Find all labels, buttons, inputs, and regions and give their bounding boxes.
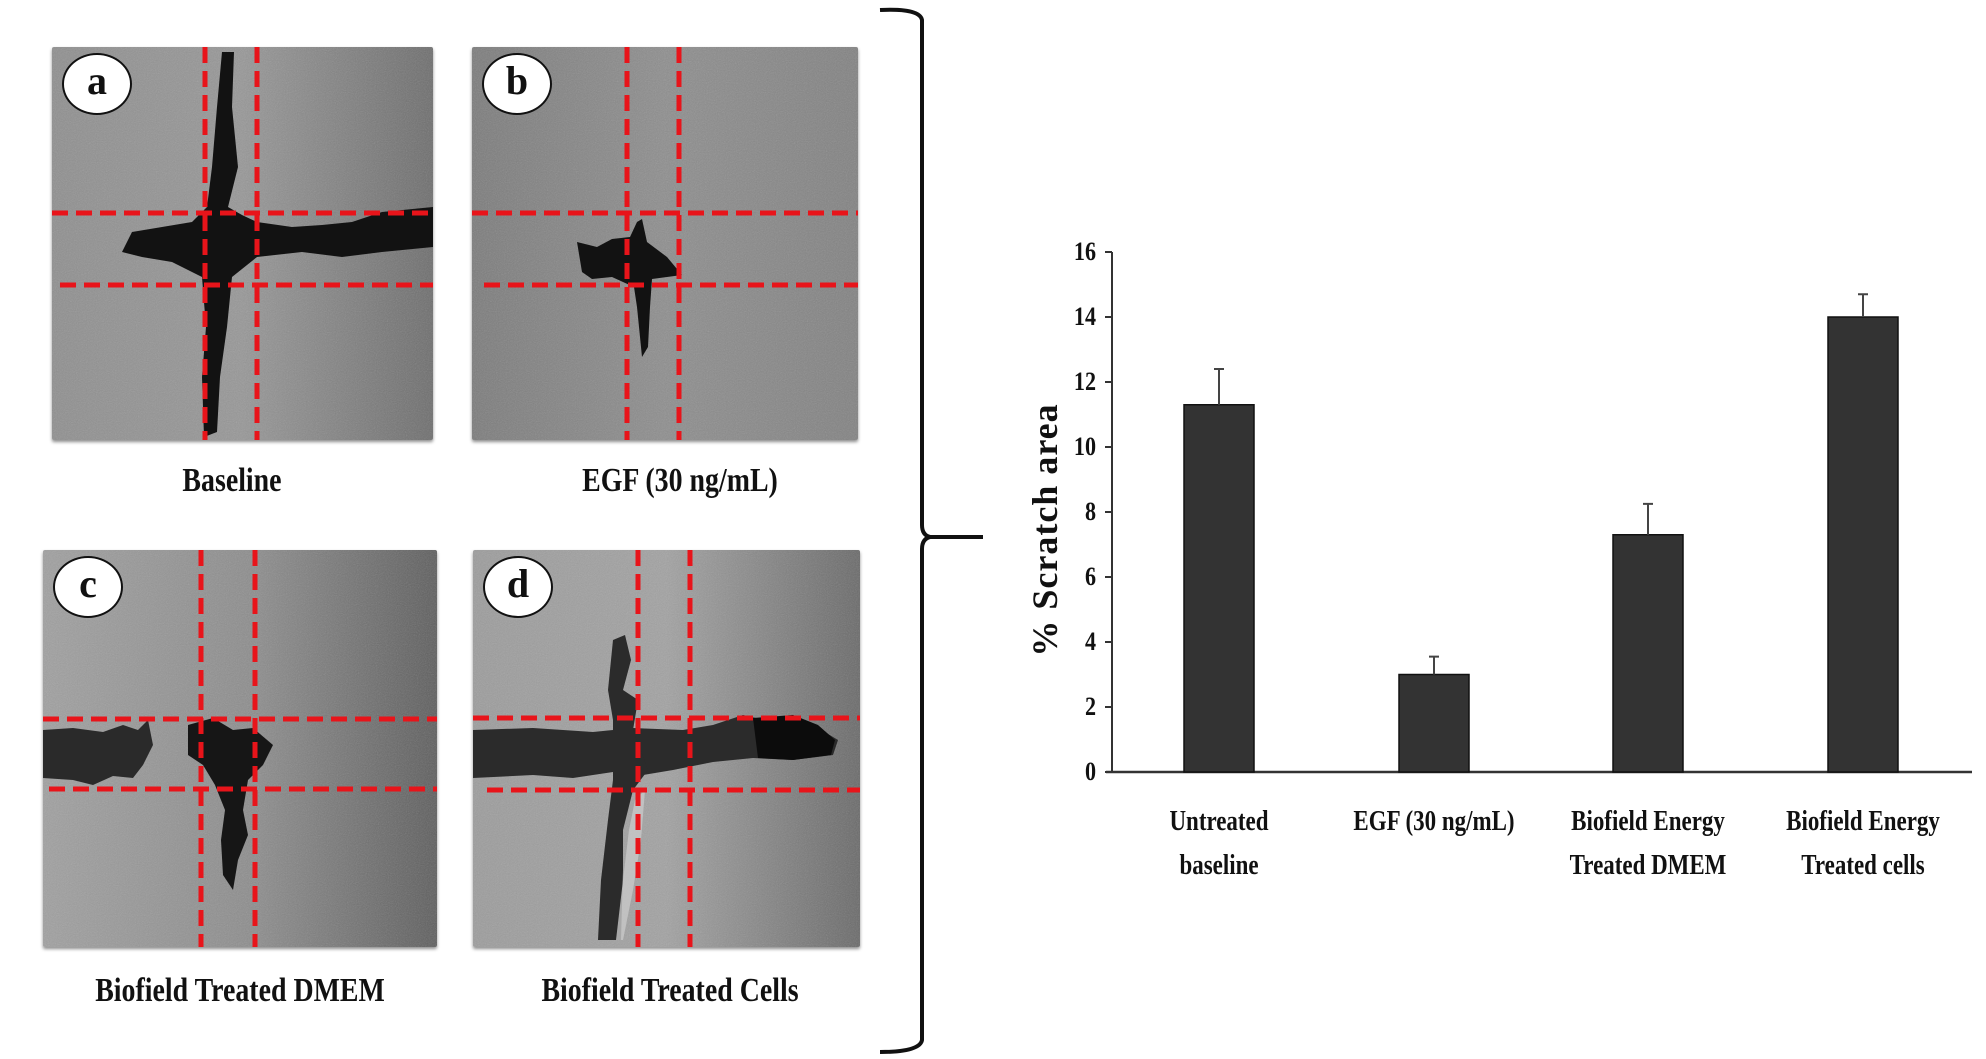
panel-letter-b: b bbox=[482, 53, 552, 115]
x-category-label: Biofield Energy Treated DMEM bbox=[1550, 800, 1747, 888]
panel-letter-c: c bbox=[53, 556, 123, 618]
panel-b-egf-image: b bbox=[472, 47, 858, 440]
bar bbox=[1183, 404, 1255, 773]
x-category-label: EGF (30 ng/mL) bbox=[1336, 800, 1533, 888]
bar bbox=[1398, 673, 1470, 773]
bar bbox=[1612, 534, 1684, 773]
panel-letter-a: a bbox=[62, 53, 132, 115]
bar bbox=[1827, 316, 1899, 773]
panel-letter-d: d bbox=[483, 556, 553, 618]
y-tick-label: 8 bbox=[1084, 497, 1096, 526]
x-category-label-line: baseline bbox=[1179, 850, 1259, 881]
micrograph-d bbox=[473, 550, 860, 947]
x-category-label-line: EGF (30 ng/mL) bbox=[1353, 806, 1515, 837]
micrograph-a bbox=[52, 47, 433, 440]
panel-c-dmem-image: c bbox=[43, 550, 437, 947]
x-category-label: Untreated baseline bbox=[1121, 800, 1318, 888]
caption-baseline: Baseline bbox=[182, 462, 282, 499]
x-category-label-line: Treated cells bbox=[1801, 850, 1925, 881]
x-category-label: Biofield Energy Treated cells bbox=[1765, 800, 1962, 888]
x-category-label-line: Treated DMEM bbox=[1569, 850, 1727, 881]
caption-egf: EGF (30 ng/mL) bbox=[582, 462, 778, 499]
panel-a-baseline-image: a bbox=[52, 47, 433, 440]
y-tick-label: 16 bbox=[1073, 237, 1096, 266]
y-tick-label: 14 bbox=[1073, 302, 1096, 331]
panel-d-cells-image: d bbox=[473, 550, 860, 947]
y-tick-label: 0 bbox=[1084, 757, 1096, 786]
x-category-label-line bbox=[1336, 844, 1533, 888]
caption-biofield-cells: Biofield Treated Cells bbox=[541, 972, 799, 1009]
y-tick-label: 6 bbox=[1084, 562, 1096, 591]
y-tick-label: 4 bbox=[1084, 627, 1096, 656]
y-tick-label: 12 bbox=[1073, 367, 1096, 396]
x-category-label-line: Untreated bbox=[1169, 806, 1269, 837]
curly-bracket-icon bbox=[879, 7, 983, 1054]
y-tick-label: 10 bbox=[1073, 432, 1096, 461]
micrograph-b bbox=[472, 47, 858, 440]
y-tick-label: 2 bbox=[1084, 692, 1096, 721]
x-category-label-line: Biofield Energy bbox=[1786, 806, 1940, 837]
caption-biofield-dmem: Biofield Treated DMEM bbox=[95, 972, 385, 1009]
micrograph-c bbox=[43, 550, 437, 947]
x-category-label-line: Biofield Energy bbox=[1571, 806, 1725, 837]
